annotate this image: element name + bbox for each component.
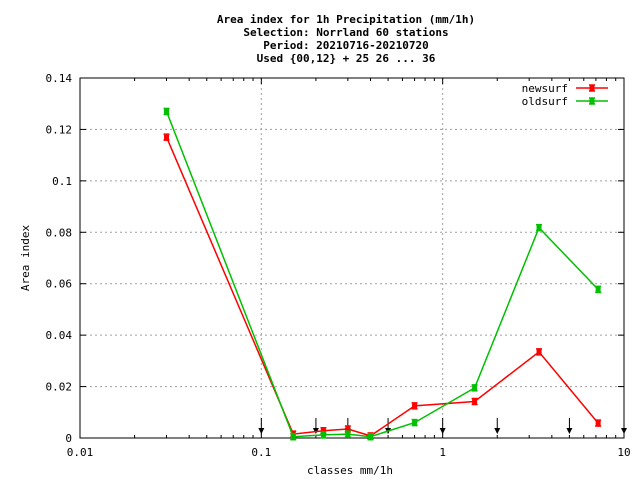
- series-line-newsurf: [165, 136, 599, 437]
- y-tick-label: 0.12: [46, 123, 73, 136]
- data-point-newsurf: [412, 403, 418, 409]
- legend-label-newsurf: newsurf: [522, 82, 568, 95]
- legend-marker-newsurf: [589, 85, 595, 91]
- data-point-newsurf: [345, 426, 351, 432]
- y-axis-label: Area index: [19, 225, 32, 292]
- data-point-oldsurf: [164, 108, 170, 114]
- data-point-newsurf: [472, 398, 478, 404]
- class-arrow-head: [566, 428, 573, 434]
- title-line-3: Period: 20210716-20210720: [263, 39, 429, 52]
- plot-frame: [79, 77, 625, 439]
- class-arrow-head: [621, 428, 627, 434]
- y-tick-label: 0.06: [46, 278, 73, 291]
- class-arrow-head: [439, 428, 446, 434]
- data-point-oldsurf: [320, 432, 326, 438]
- y-tick-label: 0.1: [52, 175, 72, 188]
- data-point-oldsurf: [412, 420, 418, 426]
- legend-marker-oldsurf: [589, 98, 595, 104]
- data-point-newsurf: [164, 134, 170, 140]
- data-series: [163, 107, 602, 441]
- grid-lines: [80, 78, 624, 438]
- data-point-newsurf: [536, 349, 542, 355]
- x-tick-label: 0.01: [67, 446, 94, 459]
- y-tick-label: 0.04: [46, 329, 73, 342]
- class-arrow-head: [494, 428, 501, 434]
- x-tick-label: 10: [617, 446, 630, 459]
- data-point-oldsurf: [595, 286, 601, 292]
- class-arrow-head: [258, 428, 265, 434]
- x-tick-label: 0.1: [251, 446, 271, 459]
- x-axis: 0.01 0.1 1 10: [67, 78, 631, 459]
- chart-title: Area index for 1h Precipitation (mm/1h)S…: [217, 13, 475, 65]
- y-tick-label: 0.02: [46, 381, 73, 394]
- y-tick-label: 0.14: [46, 72, 73, 85]
- x-axis-label: classes mm/1h: [307, 464, 393, 477]
- legend-label-oldsurf: oldsurf: [522, 95, 568, 108]
- y-tick-label: 0.08: [46, 226, 73, 239]
- y-tick-label: 0: [65, 432, 72, 445]
- data-point-newsurf: [320, 428, 326, 434]
- title-line-4: Used {00,12} + 25 26 ... 36: [257, 52, 436, 65]
- y-axis: 0 0.02 0.04 0.06 0.08 0.1 0.12 0.14: [46, 72, 624, 445]
- x-tick-label: 1: [439, 446, 446, 459]
- data-point-oldsurf: [472, 385, 478, 391]
- title-line-1: Area index for 1h Precipitation (mm/1h): [217, 13, 475, 26]
- data-point-oldsurf: [345, 431, 351, 437]
- title-line-2: Selection: Norrland 60 stations: [243, 26, 448, 39]
- data-point-oldsurf: [368, 434, 374, 440]
- series-line-oldsurf: [165, 111, 599, 438]
- data-point-oldsurf: [290, 434, 296, 440]
- data-point-oldsurf: [536, 225, 542, 231]
- data-point-newsurf: [595, 420, 601, 426]
